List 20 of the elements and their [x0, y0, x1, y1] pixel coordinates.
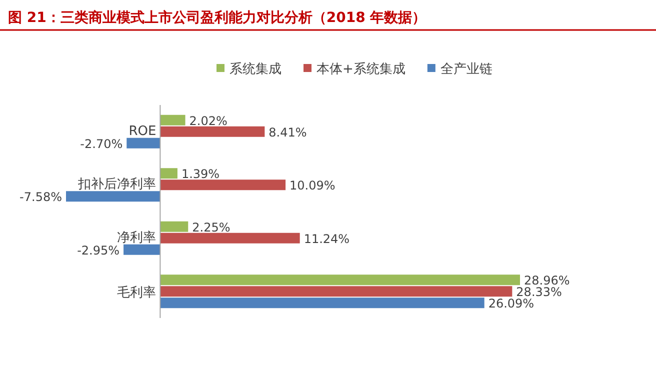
data-label: 2.02%: [189, 114, 228, 128]
y-tick-label: ROE: [128, 124, 156, 139]
data-label: 28.96%: [524, 274, 570, 288]
data-label: 1.39%: [181, 167, 220, 182]
legend-label: 全产业链: [440, 62, 492, 77]
legend-label: 本体+系统集成: [316, 62, 406, 77]
title: 图 21：三类商业模式上市公司盈利能力对比分析（2018 年数据）: [8, 10, 426, 26]
data-label: 10.09%: [290, 178, 336, 193]
y-tick-label: 毛利率: [117, 284, 156, 300]
legend-label: 系统集成: [230, 62, 282, 77]
data-label: -7.58%: [20, 190, 62, 204]
data-label: 11.24%: [304, 232, 350, 246]
y-tick-label: 扣补后净利率: [77, 176, 156, 192]
data-label: 8.41%: [268, 125, 307, 140]
y-tick-label: 净利率: [117, 229, 156, 246]
data-label: -2.95%: [77, 243, 120, 258]
data-label: 2.25%: [192, 220, 230, 234]
data-label: 28.33%: [516, 285, 562, 300]
data-label: -2.70%: [80, 136, 123, 151]
data-label: 26.09%: [488, 296, 534, 311]
